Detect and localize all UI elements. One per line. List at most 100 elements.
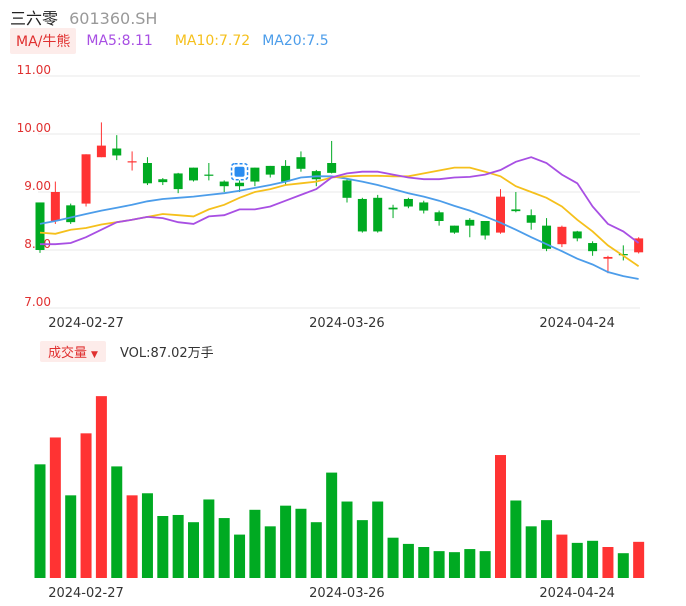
candle-body: [526, 215, 536, 223]
volume-bar: [172, 514, 184, 578]
volume-bar: [372, 501, 384, 578]
volume-indicator-label: 成交量: [48, 345, 88, 361]
volume-bar: [402, 543, 414, 578]
candle-body: [189, 167, 198, 181]
stock-header: 三六零 601360.SH: [10, 5, 157, 29]
stock-code: 601360.SH: [69, 9, 158, 28]
volume-bar: [203, 499, 215, 578]
candle-body: [235, 182, 245, 187]
ma-indicator-selector[interactable]: MA/牛熊: [10, 28, 77, 54]
candle-body: [296, 157, 306, 169]
candle-body: [96, 145, 106, 158]
price-y-tick-label: 10.00: [17, 121, 51, 135]
price-x-tick-label: 2024-02-27: [48, 316, 124, 330]
volume-bar: [448, 552, 460, 578]
volume-bar: [433, 551, 445, 578]
candle-body: [496, 196, 505, 233]
candle-body: [327, 163, 337, 173]
volume-bar: [387, 537, 399, 578]
volume-x-tick-label: 2024-03-26: [309, 586, 385, 601]
candle-body: [342, 180, 352, 198]
volume-bar: [556, 534, 568, 578]
price-x-tick-label: 2024-03-26: [309, 316, 385, 330]
ma5-line: [40, 156, 640, 246]
volume-bar: [479, 551, 491, 578]
candle-body: [35, 202, 45, 250]
ma20-legend: MA20:7.5: [262, 33, 329, 49]
volume-bar: [464, 549, 476, 578]
volume-bar: [356, 520, 368, 578]
volume-value: VOL:87.02万手: [119, 345, 214, 361]
volume-bar: [126, 495, 138, 578]
candle-body: [634, 238, 644, 253]
volume-bar: [310, 522, 322, 578]
caret-down-icon: ▼: [91, 349, 98, 360]
indicator-marker-icon: [230, 162, 249, 181]
candle-body: [81, 154, 91, 204]
candle-body: [449, 225, 459, 233]
candle-body: [250, 167, 260, 182]
candle-body: [557, 226, 567, 245]
ma10-legend: MA10:7.72: [174, 33, 251, 49]
candle-body: [511, 209, 521, 212]
volume-bar: [65, 495, 77, 578]
volume-bar: [617, 553, 629, 578]
marker-core: [234, 166, 245, 177]
candle-body: [204, 174, 214, 176]
volume-bar: [111, 466, 123, 578]
volume-bar: [249, 509, 261, 578]
price-y-tick-label: 9.00: [24, 179, 51, 193]
volume-bar: [571, 542, 583, 578]
candle-body: [311, 171, 321, 180]
candle-body: [480, 221, 490, 236]
candle-body: [127, 161, 137, 163]
volume-bar: [95, 396, 107, 578]
candle-body: [419, 202, 429, 211]
candle-body: [219, 181, 229, 187]
ma-legend: MA/牛熊 MA5:8.11 MA10:7.72 MA20:7.5: [10, 28, 329, 54]
candle-body: [142, 163, 152, 184]
volume-bar: [157, 516, 169, 578]
volume-x-tick-label: 2024-04-24: [539, 586, 615, 601]
volume-bar: [541, 520, 553, 578]
volume-bar: [587, 540, 599, 578]
candle-body: [403, 198, 413, 207]
volume-indicator-selector[interactable]: 成交量 ▼: [40, 340, 106, 362]
volume-bar: [234, 534, 246, 578]
volume-bar: [525, 526, 537, 578]
volume-bar: [264, 526, 276, 578]
volume-bar: [295, 508, 307, 578]
volume-bar: [326, 472, 338, 578]
volume-bar: [188, 522, 199, 578]
candle-body: [281, 165, 291, 182]
volume-bar: [418, 547, 430, 578]
candle-body: [50, 192, 60, 221]
volume-bar: [602, 547, 614, 578]
candle-body: [388, 207, 398, 210]
candle-body: [542, 225, 552, 249]
candle-body: [572, 231, 582, 239]
marker-frame: [230, 162, 249, 181]
candle-body: [465, 219, 475, 226]
candle-body: [434, 212, 444, 221]
candle-body: [173, 173, 183, 190]
candle-body: [357, 198, 367, 232]
candle-body: [618, 254, 628, 256]
volume-bar: [49, 437, 61, 578]
candle-body: [158, 179, 168, 183]
volume-bar: [34, 464, 46, 578]
volume-bar: [510, 500, 522, 578]
candle-body: [603, 256, 613, 259]
candle-body: [265, 165, 275, 175]
volume-x-tick-label: 2024-02-27: [48, 586, 124, 601]
candle-body: [66, 205, 76, 223]
volume-bar: [141, 493, 153, 578]
candle-body: [373, 197, 383, 232]
stock-name: 三六零: [10, 9, 59, 28]
volume-bar: [341, 501, 353, 578]
volume-bar: [80, 433, 92, 578]
ma5-legend: MA5:8.11: [86, 33, 153, 49]
price-chart[interactable]: 11.0010.009.008.007.002024-02-272024-03-…: [0, 0, 686, 330]
candle-body: [588, 243, 598, 252]
